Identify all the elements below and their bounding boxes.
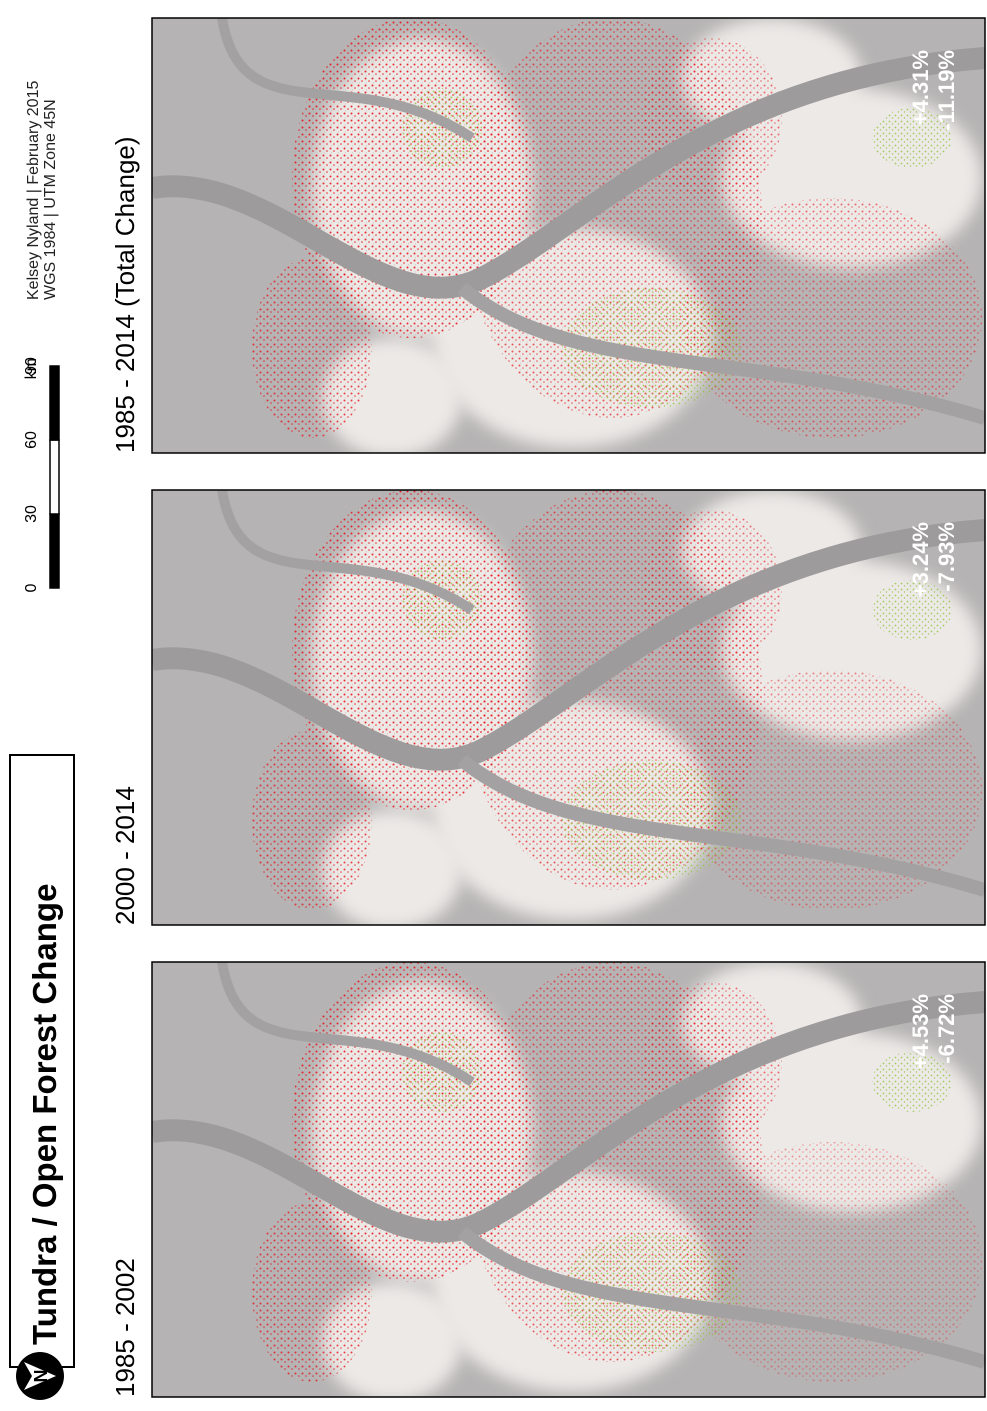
credit: WGS 1984 | UTM Zone 45N <box>42 99 59 300</box>
scale-label: 30 <box>23 505 40 523</box>
gain-percent: +4.53% <box>908 994 933 1069</box>
loss-percent: -7.93% <box>934 522 959 592</box>
forest-loss <box>252 730 372 910</box>
scale-unit: km <box>23 358 40 379</box>
map-panel <box>152 18 985 458</box>
panels <box>152 18 985 1402</box>
gain-percent: +4.31% <box>908 50 933 125</box>
panel-label: 2000 - 2014 <box>110 786 140 925</box>
panel-label: 1985 - 2002 <box>110 1258 140 1397</box>
gain-percent: +3.24% <box>908 522 933 597</box>
map-panel <box>152 962 985 1402</box>
forest-gain <box>402 1032 482 1112</box>
map-panel <box>152 490 985 930</box>
scale-segment <box>50 514 59 588</box>
forest-loss <box>252 1202 372 1382</box>
scale-segment <box>50 440 59 514</box>
forest-gain <box>402 88 482 168</box>
loss-percent: -11.19% <box>934 50 959 131</box>
credit: Kelsey Nyland | February 2015 <box>25 81 42 300</box>
loss-percent: -6.72% <box>934 994 959 1064</box>
panel-label: 1985 - 2014 (Total Change) <box>110 136 140 453</box>
forest-loss <box>252 258 372 438</box>
scale-bar <box>50 366 59 588</box>
scale-label: 60 <box>23 431 40 449</box>
map-layout: Tundra / Open Forest Change N Kelsey Nylan… <box>0 0 987 1406</box>
scale-segment <box>50 366 59 440</box>
forest-gain <box>402 560 482 640</box>
north-label: N <box>31 1370 51 1383</box>
map-title: Tundra / Open Forest Change <box>26 884 63 1345</box>
scale-label: 0 <box>23 583 40 592</box>
